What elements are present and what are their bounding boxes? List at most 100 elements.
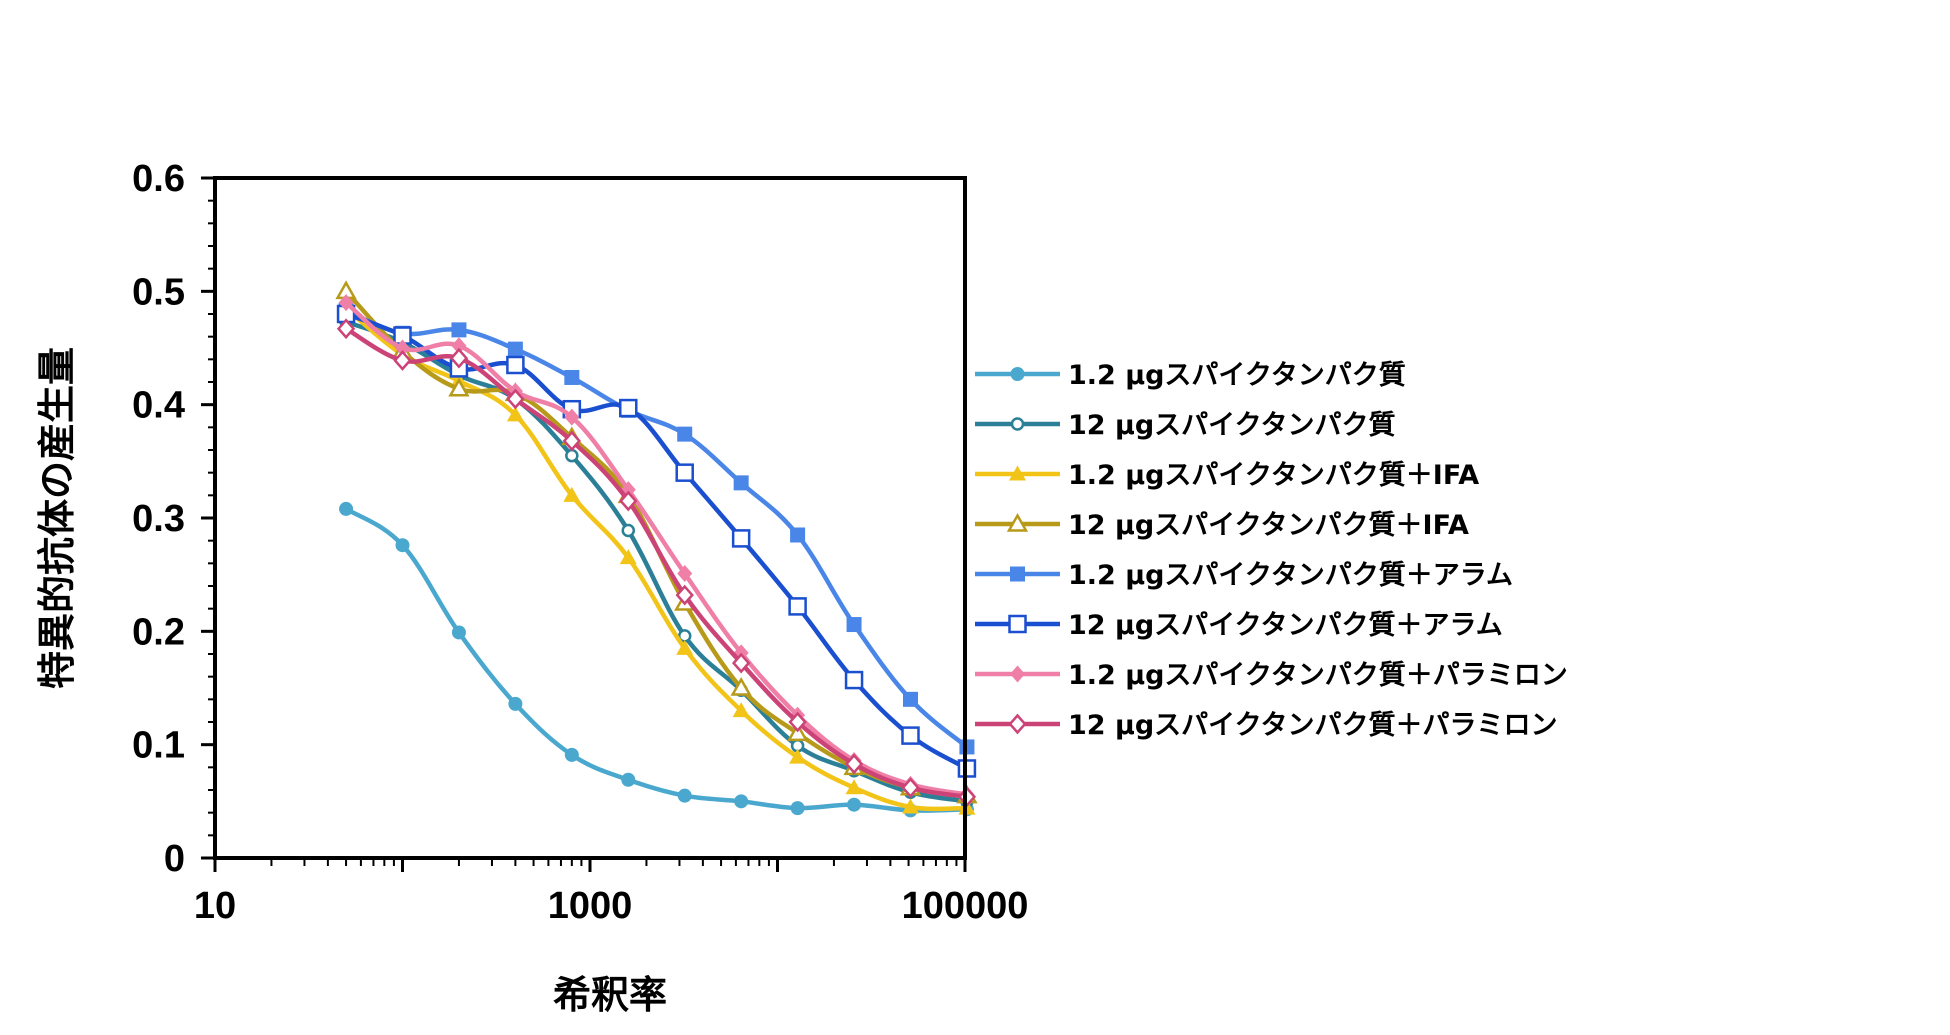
data-point <box>790 527 806 543</box>
data-point <box>677 426 693 442</box>
legend-marker <box>1008 713 1027 735</box>
data-point <box>564 408 580 426</box>
data-point <box>788 597 807 616</box>
data-point <box>675 584 694 606</box>
legend-item-2: 12 µgスパイクタンパク質 <box>975 410 1396 441</box>
x-axis-title: 希釈率 <box>553 973 667 1017</box>
legend-item-8: 12 µgスパイクタンパク質＋パラミロン <box>975 710 1558 741</box>
y-tick-label: 0.6 <box>132 158 185 200</box>
y-tick-label: 0.3 <box>132 498 185 540</box>
legend-marker <box>1010 417 1025 431</box>
data-point <box>731 529 751 548</box>
data-point <box>451 322 467 338</box>
series-line <box>344 306 967 812</box>
data-point <box>844 753 864 775</box>
y-tick-label: 0.1 <box>132 725 185 767</box>
data-point <box>339 501 354 516</box>
data-point <box>734 794 749 809</box>
data-point <box>901 798 919 814</box>
legend-marker <box>1009 465 1026 481</box>
series-2 <box>339 315 974 809</box>
data-point <box>732 702 750 718</box>
data-point <box>395 339 410 357</box>
data-point <box>788 711 807 733</box>
data-point <box>846 617 862 633</box>
series-line <box>344 506 967 813</box>
data-point <box>621 523 636 538</box>
data-point <box>506 355 525 375</box>
data-point <box>902 691 918 707</box>
y-axis-title: 特異的抗体の産生量 <box>35 347 79 689</box>
x-tick-label: 10 <box>194 885 236 927</box>
legend-item-3: 1.2 µgスパイクタンパク質＋IFA <box>975 460 1479 491</box>
data-point <box>507 341 523 357</box>
data-point <box>338 294 354 312</box>
data-point <box>845 779 863 795</box>
data-point <box>844 670 864 690</box>
y-tick-label: 0.4 <box>132 385 185 427</box>
series-line <box>344 326 968 800</box>
series-8 <box>336 318 977 808</box>
data-point <box>790 801 805 816</box>
legend-label: 1.2 µgスパイクタンパク質＋アラム <box>1068 560 1513 591</box>
legend-marker <box>1006 512 1029 532</box>
data-point <box>564 369 580 385</box>
data-point <box>733 475 749 491</box>
data-point <box>451 625 466 640</box>
data-point <box>619 398 638 418</box>
data-point <box>508 696 523 711</box>
data-point <box>563 486 581 502</box>
data-point <box>676 639 694 655</box>
legend-item-7: 1.2 µgスパイクタンパク質＋パラミロン <box>975 660 1568 691</box>
legend-label: 12 µgスパイクタンパク質＋IFA <box>1068 510 1469 541</box>
legend-marker <box>1010 367 1025 381</box>
data-point <box>731 652 751 674</box>
data-point <box>395 538 410 553</box>
data-point <box>847 797 862 812</box>
series-line <box>345 319 968 804</box>
legend-label: 12 µgスパイクタンパク質 <box>1068 410 1396 441</box>
data-point <box>448 377 470 397</box>
data-point <box>565 448 579 463</box>
legend-label: 1.2 µgスパイクタンパク質 <box>1068 360 1406 391</box>
series-line <box>345 311 969 771</box>
data-point <box>506 406 524 422</box>
data-point <box>619 549 637 565</box>
plot-area <box>335 280 978 818</box>
legend-item-6: 12 µgスパイクタンパク質＋アラム <box>975 610 1503 641</box>
data-point <box>675 463 694 482</box>
axes: 0 0.1 0.2 0.3 0.4 0.5 0.6 10 1000 100000 希釈率 特異的抗体の… <box>35 158 1028 1017</box>
y-tick-label: 0.5 <box>132 271 185 313</box>
legend-label: 12 µgスパイクタンパク質＋アラム <box>1068 610 1503 641</box>
y-tick-label: 0 <box>164 838 185 880</box>
legend-marker <box>1010 566 1025 582</box>
legend-label: 1.2 µgスパイクタンパク質＋パラミロン <box>1068 660 1568 691</box>
legend-label: 12 µgスパイクタンパク質＋パラミロン <box>1068 710 1558 741</box>
x-tick-label: 100000 <box>902 885 1029 927</box>
data-point <box>451 337 467 355</box>
data-point <box>901 777 920 799</box>
data-point <box>619 490 638 512</box>
data-point <box>621 772 636 787</box>
legend-label: 1.2 µgスパイクタンパク質＋IFA <box>1068 460 1479 491</box>
legend-marker <box>1008 614 1027 634</box>
data-point <box>562 430 581 452</box>
x-tick-label: 1000 <box>548 885 633 927</box>
legend-item-1: 1.2 µgスパイクタンパク質 <box>975 360 1406 391</box>
data-point <box>564 747 579 762</box>
data-point <box>730 676 752 696</box>
data-point <box>449 347 469 369</box>
data-point <box>789 748 807 764</box>
series-1 <box>339 501 974 818</box>
legend-item-4: 12 µgスパイクタンパク質＋IFA <box>975 510 1469 541</box>
legend: 1.2 µgスパイクタンパク質 12 µgスパイクタンパク質 1.2 µgスパイクタ… <box>975 360 1568 741</box>
data-point <box>393 350 412 371</box>
data-point <box>506 388 525 410</box>
legend-marker <box>1010 665 1025 683</box>
data-point <box>901 726 920 745</box>
data-point <box>336 318 356 340</box>
legend-item-5: 1.2 µgスパイクタンパク質＋アラム <box>975 560 1513 591</box>
y-tick-label: 0.2 <box>132 611 185 653</box>
data-point <box>677 788 692 803</box>
